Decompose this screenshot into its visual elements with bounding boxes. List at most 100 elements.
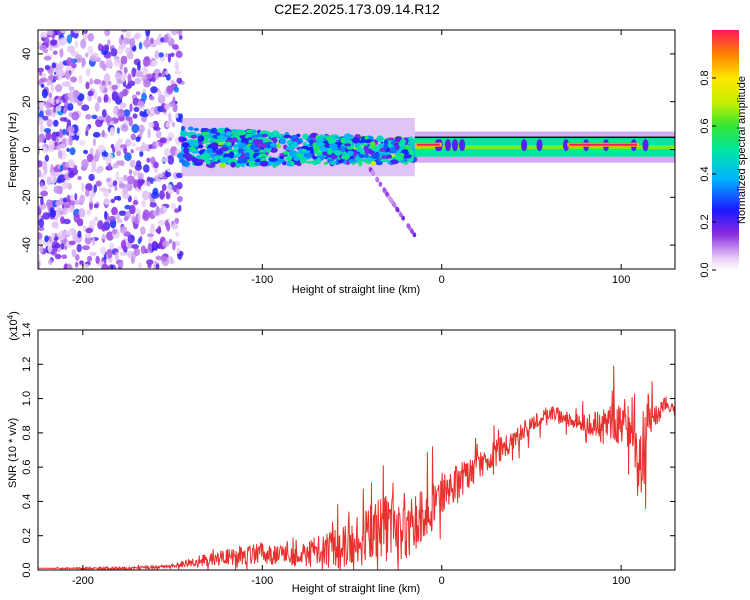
heatmap-cell <box>174 208 180 213</box>
heatmap-cell <box>210 127 218 134</box>
heatmap-cell <box>120 239 127 250</box>
heatmap-cell <box>152 240 158 249</box>
heatmap-cell <box>97 96 102 104</box>
heatmap-cell <box>174 217 179 225</box>
heatmap-cell <box>386 154 392 159</box>
heatmap-cell <box>188 126 194 131</box>
heatmap-cell <box>57 149 63 159</box>
heatmap-cell <box>237 148 244 154</box>
heatmap-cell <box>46 199 53 208</box>
heatmap-cell <box>167 53 171 63</box>
heatmap-cell <box>315 137 324 144</box>
y-tick-label: 0.2 <box>21 528 33 543</box>
colorbar-tick-label: 0.4 <box>699 166 711 181</box>
heatmap-cell <box>406 223 411 229</box>
heatmap-cell <box>138 261 142 269</box>
heatmap-cell <box>396 155 402 161</box>
heatmap-cell <box>127 175 135 185</box>
heatmap-cell <box>122 37 131 45</box>
heatmap-cell <box>161 184 167 192</box>
heatmap-cell <box>151 60 159 66</box>
heatmap-cell <box>118 261 124 268</box>
heatmap-cell <box>230 161 236 168</box>
heatmap-cell <box>52 50 58 55</box>
heatmap-cell <box>148 122 155 128</box>
heatmap-cell <box>118 36 123 45</box>
heatmap-cell <box>79 194 86 204</box>
heatmap-cell <box>370 169 375 175</box>
heatmap-cell <box>53 108 56 113</box>
x-tick-label: -200 <box>72 274 94 286</box>
heatmap-cell <box>325 136 332 141</box>
heatmap-cell <box>259 130 270 135</box>
heatmap-cell <box>38 101 45 109</box>
heatmap-cell <box>38 136 41 144</box>
colorbar-tick-label: 0.6 <box>699 118 711 133</box>
heatmap-cell <box>300 157 308 162</box>
heatmap-cell <box>295 153 303 157</box>
heatmap-cell <box>356 148 363 152</box>
heatmap-cell <box>176 247 180 254</box>
heatmap-cell <box>216 135 225 140</box>
heatmap-cell <box>69 194 74 201</box>
heatmap-cell <box>173 86 179 93</box>
heatmap-cell <box>78 208 86 218</box>
heatmap-cell <box>104 210 108 220</box>
heatmap-cell <box>139 150 144 157</box>
heatmap-cell <box>85 129 89 137</box>
heatmap-cell <box>121 73 126 83</box>
heatmap-cell <box>87 255 93 262</box>
heatmap-cell <box>137 172 144 180</box>
heatmap-cell <box>41 77 48 83</box>
heatmap-cell <box>45 130 52 141</box>
heatmap-cell <box>137 62 141 71</box>
heatmap-cell <box>158 52 164 58</box>
heatmap-cell <box>51 83 54 93</box>
heatmap-cell <box>569 143 638 146</box>
heatmap-cell <box>410 150 415 156</box>
heatmap-cell <box>244 138 249 145</box>
heatmap-cell <box>72 232 78 243</box>
heatmap-cell <box>369 141 376 148</box>
heatmap-cell <box>87 90 94 97</box>
heatmap-cell <box>44 235 49 243</box>
heatmap-cell <box>123 216 129 222</box>
heatmap-cell <box>115 171 120 181</box>
heatmap-cell <box>302 133 309 140</box>
heatmap-cell <box>172 241 176 251</box>
heatmap-feature-2 <box>414 131 675 163</box>
heatmap-cell <box>97 115 105 121</box>
heatmap-cell <box>47 245 53 253</box>
heatmap-cell <box>340 145 346 153</box>
heatmap-cell <box>283 134 292 139</box>
heatmap-cell <box>116 246 123 251</box>
heatmap-cell <box>75 254 80 261</box>
heatmap-cell <box>171 122 176 128</box>
heatmap-cell <box>38 226 45 232</box>
heatmap-cell <box>174 113 179 119</box>
heatmap-cell <box>407 145 412 153</box>
heatmap-cell <box>60 243 65 250</box>
heatmap-cell <box>289 160 295 166</box>
heatmap-cell <box>134 164 143 171</box>
heatmap-cell <box>43 56 52 61</box>
heatmap-cell <box>392 202 397 208</box>
heatmap-feature-4 <box>567 142 640 147</box>
heatmap-cell <box>59 48 64 58</box>
heatmap-cell <box>97 220 104 230</box>
heatmap-cell <box>358 159 363 167</box>
heatmap-cell <box>238 144 247 149</box>
heatmap-cell <box>123 109 131 117</box>
heatmap-cell <box>161 157 169 163</box>
heatmap-cell <box>142 57 151 67</box>
heatmap-cell <box>67 182 72 190</box>
heatmap-cell <box>147 242 153 252</box>
heatmap-cell <box>50 163 54 173</box>
heatmap-cell <box>146 259 154 265</box>
heatmap-cell <box>85 68 91 77</box>
heatmap-cell <box>193 127 199 132</box>
heatmap-cell <box>176 188 180 195</box>
heatmap-cell <box>236 131 246 136</box>
heatmap-cell <box>82 32 89 41</box>
